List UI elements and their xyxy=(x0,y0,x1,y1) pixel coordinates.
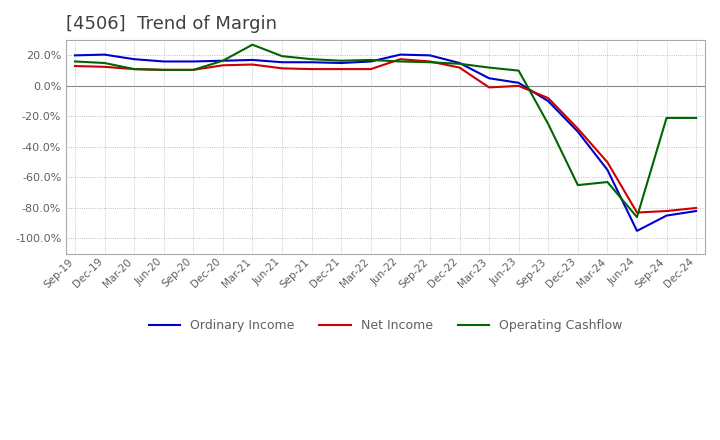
Operating Cashflow xyxy=(396,59,405,64)
Operating Cashflow xyxy=(307,57,316,62)
Ordinary Income xyxy=(219,58,228,63)
Ordinary Income xyxy=(159,59,168,64)
Operating Cashflow xyxy=(71,59,79,64)
Net Income xyxy=(455,65,464,70)
Ordinary Income xyxy=(662,213,671,218)
Operating Cashflow xyxy=(100,60,109,66)
Net Income xyxy=(603,160,612,165)
Net Income xyxy=(130,66,138,72)
Net Income xyxy=(337,66,346,72)
Net Income xyxy=(426,59,434,64)
Net Income xyxy=(278,66,287,71)
Operating Cashflow xyxy=(219,58,228,63)
Ordinary Income xyxy=(100,52,109,57)
Operating Cashflow xyxy=(692,115,701,121)
Ordinary Income xyxy=(189,59,197,64)
Ordinary Income xyxy=(396,52,405,57)
Operating Cashflow xyxy=(574,183,582,188)
Net Income xyxy=(396,57,405,62)
Operating Cashflow xyxy=(544,121,552,127)
Operating Cashflow xyxy=(633,214,642,220)
Legend: Ordinary Income, Net Income, Operating Cashflow: Ordinary Income, Net Income, Operating C… xyxy=(144,314,627,337)
Operating Cashflow xyxy=(455,61,464,66)
Ordinary Income xyxy=(514,80,523,85)
Net Income xyxy=(633,210,642,215)
Ordinary Income xyxy=(337,60,346,66)
Net Income xyxy=(219,62,228,68)
Net Income xyxy=(100,64,109,70)
Ordinary Income xyxy=(692,209,701,214)
Ordinary Income xyxy=(603,167,612,172)
Ordinary Income xyxy=(455,60,464,66)
Net Income xyxy=(366,66,375,72)
Ordinary Income xyxy=(71,53,79,58)
Ordinary Income xyxy=(278,59,287,65)
Ordinary Income xyxy=(248,57,257,62)
Operating Cashflow xyxy=(366,57,375,62)
Operating Cashflow xyxy=(130,66,138,72)
Net Income xyxy=(692,205,701,211)
Operating Cashflow xyxy=(603,180,612,185)
Text: [4506]  Trend of Margin: [4506] Trend of Margin xyxy=(66,15,277,33)
Line: Ordinary Income: Ordinary Income xyxy=(75,55,696,231)
Operating Cashflow xyxy=(485,65,493,70)
Ordinary Income xyxy=(485,76,493,81)
Net Income xyxy=(71,63,79,69)
Operating Cashflow xyxy=(189,67,197,73)
Net Income xyxy=(574,126,582,131)
Net Income xyxy=(544,95,552,101)
Net Income xyxy=(159,67,168,73)
Net Income xyxy=(485,85,493,90)
Net Income xyxy=(662,209,671,214)
Net Income xyxy=(514,83,523,88)
Operating Cashflow xyxy=(514,68,523,73)
Operating Cashflow xyxy=(426,59,434,65)
Ordinary Income xyxy=(307,59,316,65)
Ordinary Income xyxy=(574,129,582,134)
Operating Cashflow xyxy=(159,67,168,73)
Net Income xyxy=(307,66,316,72)
Operating Cashflow xyxy=(337,58,346,63)
Net Income xyxy=(248,62,257,67)
Line: Operating Cashflow: Operating Cashflow xyxy=(75,45,696,217)
Ordinary Income xyxy=(633,228,642,234)
Ordinary Income xyxy=(426,53,434,58)
Line: Net Income: Net Income xyxy=(75,59,696,213)
Operating Cashflow xyxy=(248,42,257,48)
Operating Cashflow xyxy=(662,115,671,121)
Ordinary Income xyxy=(366,59,375,64)
Net Income xyxy=(189,67,197,73)
Ordinary Income xyxy=(544,99,552,104)
Operating Cashflow xyxy=(278,54,287,59)
Ordinary Income xyxy=(130,57,138,62)
